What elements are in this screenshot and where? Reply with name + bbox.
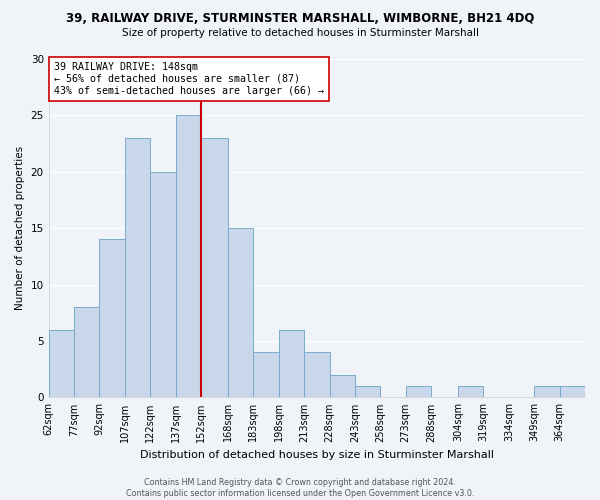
Text: 39, RAILWAY DRIVE, STURMINSTER MARSHALL, WIMBORNE, BH21 4DQ: 39, RAILWAY DRIVE, STURMINSTER MARSHALL,… (66, 12, 534, 26)
Y-axis label: Number of detached properties: Number of detached properties (15, 146, 25, 310)
Text: 39 RAILWAY DRIVE: 148sqm
← 56% of detached houses are smaller (87)
43% of semi-d: 39 RAILWAY DRIVE: 148sqm ← 56% of detach… (54, 62, 324, 96)
Bar (176, 116, 201, 398)
Text: Size of property relative to detached houses in Sturminster Marshall: Size of property relative to detached ho… (121, 28, 479, 38)
Text: Contains HM Land Registry data © Crown copyright and database right 2024.
Contai: Contains HM Land Registry data © Crown c… (126, 478, 474, 498)
Bar (201, 138, 228, 398)
Bar (100, 240, 125, 398)
Bar (49, 330, 74, 398)
Bar (560, 386, 585, 398)
Bar (279, 330, 304, 398)
Bar (125, 138, 150, 398)
Bar (228, 228, 253, 398)
Bar (534, 386, 560, 398)
Bar (458, 386, 484, 398)
Bar (253, 352, 279, 398)
Bar (304, 352, 329, 398)
Bar (329, 375, 355, 398)
Bar (150, 172, 176, 398)
Bar (406, 386, 431, 398)
Bar (355, 386, 380, 398)
X-axis label: Distribution of detached houses by size in Sturminster Marshall: Distribution of detached houses by size … (140, 450, 494, 460)
Bar (74, 307, 100, 398)
